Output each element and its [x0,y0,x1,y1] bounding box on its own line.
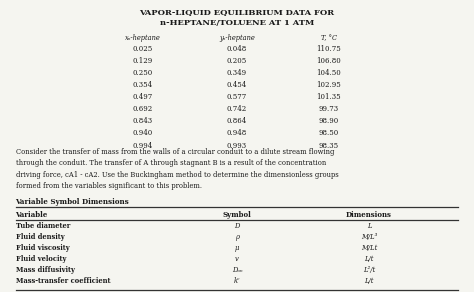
Text: VAPOR-LIQUID EQUILIBRIUM DATA FOR: VAPOR-LIQUID EQUILIBRIUM DATA FOR [139,8,335,16]
Text: Dₐₙ: Dₐₙ [232,266,242,274]
Text: 110.75: 110.75 [317,45,341,53]
Text: Dimensions: Dimensions [346,211,392,219]
Text: L²/t: L²/t [363,266,375,274]
Text: D: D [234,222,240,230]
Text: L/t: L/t [364,255,374,263]
Text: 101.35: 101.35 [317,93,341,101]
Text: Tube diameter: Tube diameter [16,222,70,230]
Text: 0.025: 0.025 [133,45,153,53]
Text: 104.50: 104.50 [317,69,341,77]
Text: Consider the transfer of mass from the walls of a circular conduit to a dilute s: Consider the transfer of mass from the w… [16,148,334,156]
Text: n-HEPTANE/TOLUENE AT 1 ATM: n-HEPTANE/TOLUENE AT 1 ATM [160,19,314,27]
Text: 0.948: 0.948 [227,129,247,138]
Text: 0.250: 0.250 [133,69,153,77]
Text: formed from the variables significant to this problem.: formed from the variables significant to… [16,182,201,190]
Text: 99.73: 99.73 [319,105,339,113]
Text: xₙ-heptane: xₙ-heptane [125,34,161,42]
Text: Symbol: Symbol [223,211,251,219]
Text: L: L [367,222,371,230]
Text: 98.35: 98.35 [319,142,339,150]
Text: 0.048: 0.048 [227,45,247,53]
Text: 0.129: 0.129 [133,57,153,65]
Text: 0.454: 0.454 [227,81,247,89]
Text: driving force, cA1 - cA2. Use the Buckingham method to determine the dimensionle: driving force, cA1 - cA2. Use the Buckin… [16,171,338,178]
Text: T, °C: T, °C [321,34,337,42]
Text: 98.50: 98.50 [319,129,339,138]
Text: 106.80: 106.80 [317,57,341,65]
Text: 98.90: 98.90 [319,117,339,125]
Text: M/L³: M/L³ [361,233,377,241]
Text: ρ: ρ [235,233,239,241]
Text: 0.993: 0.993 [227,142,247,150]
Text: through the conduit. The transfer of A through stagnant B is a result of the con: through the conduit. The transfer of A t… [16,159,326,167]
Text: 0.692: 0.692 [133,105,153,113]
Text: L/t: L/t [364,277,374,286]
Text: 0.742: 0.742 [227,105,247,113]
Text: Fluid viscosity: Fluid viscosity [16,244,69,252]
Text: 0.843: 0.843 [133,117,153,125]
Text: Variable Symbol Dimensions: Variable Symbol Dimensions [16,198,129,206]
Text: 0.864: 0.864 [227,117,247,125]
Text: Variable: Variable [16,211,48,219]
Text: yₙ-heptane: yₙ-heptane [219,34,255,42]
Text: 102.95: 102.95 [317,81,341,89]
Text: 0.354: 0.354 [133,81,153,89]
Text: Mass-transfer coefficient: Mass-transfer coefficient [16,277,110,286]
Text: M/Lt: M/Lt [361,244,377,252]
Text: 0.940: 0.940 [133,129,153,138]
Text: 0.349: 0.349 [227,69,247,77]
Text: 0.577: 0.577 [227,93,247,101]
Text: μ: μ [235,244,239,252]
Text: v: v [235,255,239,263]
Text: Fluid density: Fluid density [16,233,64,241]
Text: Fluid velocity: Fluid velocity [16,255,66,263]
Text: 0.205: 0.205 [227,57,247,65]
Text: Mass diffusivity: Mass diffusivity [16,266,74,274]
Text: 0.497: 0.497 [133,93,153,101]
Text: 0.994: 0.994 [133,142,153,150]
Text: kᶜ: kᶜ [234,277,240,286]
